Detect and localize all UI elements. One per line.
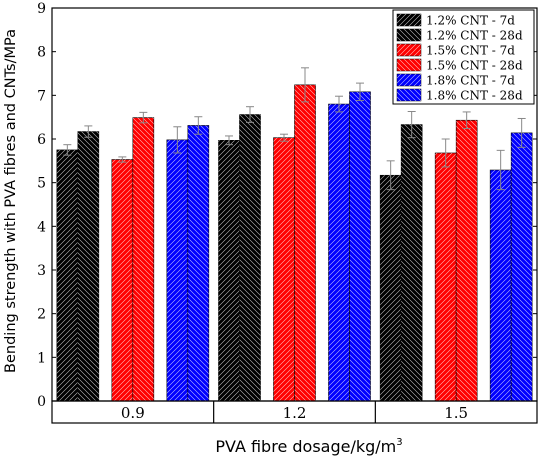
legend-label: 1.5% CNT - 28d <box>426 59 523 73</box>
y-tick-label: 7 <box>37 88 46 104</box>
bar-hatch <box>456 120 478 402</box>
y-tick-label: 2 <box>37 307 46 323</box>
bar-hatch <box>294 84 316 401</box>
bar-hatch <box>187 125 209 402</box>
legend-swatch-hatch <box>397 89 421 101</box>
y-tick-label: 6 <box>37 132 46 148</box>
y-tick-label: 8 <box>37 45 46 61</box>
error-bars <box>63 67 526 191</box>
axes: 0 1 2 3 4 5 6 7 8 9 0.9 1.2 1.5 <box>37 1 538 424</box>
legend-swatch-hatch <box>397 59 421 71</box>
bar-hatch <box>511 132 533 402</box>
bar-hatch <box>132 117 154 401</box>
bar-hatch <box>273 137 295 401</box>
y-axis-title: Bending strength with PVA fibres and CNT… <box>3 29 19 373</box>
legend-swatch-hatch <box>397 44 421 56</box>
bar-hatch <box>111 159 133 401</box>
bar-hatch <box>490 170 512 401</box>
bar-hatch <box>349 91 371 401</box>
y-tick-label: 1 <box>37 350 46 366</box>
y-tick-label: 9 <box>37 1 46 17</box>
y-tick-label: 5 <box>37 176 46 192</box>
bar-hatch <box>380 175 402 401</box>
legend-label: 1.2% CNT - 28d <box>426 29 523 43</box>
bar-hatch <box>328 104 350 402</box>
bar-hatch <box>166 139 188 401</box>
x-category-label: 1.5 <box>444 404 468 422</box>
bar-hatch <box>218 140 240 401</box>
bar-hatch <box>77 131 99 401</box>
legend-swatch-hatch <box>397 14 421 26</box>
bar-hatch <box>435 152 457 401</box>
legend-swatch-hatch <box>397 29 421 41</box>
y-tick-label: 4 <box>37 219 46 235</box>
category-table <box>51 400 538 424</box>
legend-label: 1.5% CNT - 7d <box>426 44 515 58</box>
legend-swatch-hatch <box>397 74 421 86</box>
legend-label: 1.2% CNT - 7d <box>426 14 515 28</box>
bars <box>56 84 533 402</box>
x-axis-title-text: PVA fibre dosage/kg/m <box>215 437 396 456</box>
legend-label: 1.8% CNT - 28d <box>426 89 523 103</box>
x-axis-title: PVA fibre dosage/kg/m3 <box>215 437 402 456</box>
y-tick-label: 3 <box>37 263 46 279</box>
x-axis-title-superscript: 3 <box>396 437 402 448</box>
y-tick-label: 0 <box>37 394 46 410</box>
x-category-label: 0.9 <box>121 404 145 422</box>
legend-label: 1.8% CNT - 7d <box>426 74 515 88</box>
x-category-label: 1.2 <box>283 404 307 422</box>
bar-hatch <box>401 124 423 401</box>
bar-hatch <box>239 114 261 402</box>
bar-hatch <box>56 149 78 401</box>
